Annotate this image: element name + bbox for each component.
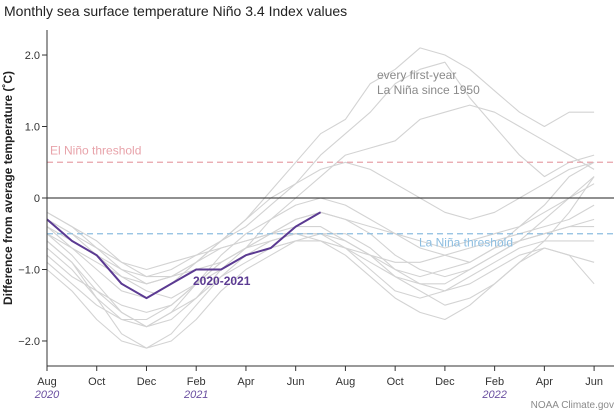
background-series-line-10 bbox=[46, 233, 595, 349]
x-tick-label-10: Feb bbox=[485, 376, 504, 388]
reference-lines-group: El Niño threshold La Niña threshold bbox=[47, 143, 614, 250]
x-tick-label-8: Oct bbox=[387, 376, 404, 388]
highlight-series-group: 2020-2021 bbox=[46, 211, 322, 300]
highlight-series-line bbox=[46, 211, 322, 300]
chart-title: Monthly sea surface temperature Niño 3.4… bbox=[4, 3, 347, 19]
x-year-label-2: 2021 bbox=[183, 389, 208, 401]
x-tick-label-12: Jun bbox=[585, 376, 603, 388]
y-tick-label-4: −1.0 bbox=[18, 264, 40, 276]
la-nina-threshold-label: La Niña threshold bbox=[419, 236, 513, 250]
x-tick-label-2: Oct bbox=[88, 376, 105, 388]
background-series-line-11 bbox=[46, 233, 595, 349]
y-tick-label-2: 1.0 bbox=[25, 122, 40, 134]
x-tick-label-4: Feb bbox=[187, 376, 206, 388]
y-tick-label-5: −2.0 bbox=[18, 336, 40, 348]
x-year-label-1: 2020 bbox=[34, 389, 60, 401]
x-tick-label-1: Aug bbox=[37, 376, 57, 388]
x-tick-label-9: Dec bbox=[435, 376, 455, 388]
y-tick-label-3: 0 bbox=[34, 193, 40, 205]
x-tick-label-7: Aug bbox=[336, 376, 356, 388]
credit-text: NOAA Climate.gov bbox=[531, 400, 614, 410]
x-tick-label-5: Apr bbox=[237, 376, 254, 388]
highlight-series-label: 2020-2021 bbox=[193, 274, 251, 288]
y-tick-label-1: 2.0 bbox=[25, 50, 40, 62]
annotation-line-2: La Niña since 1950 bbox=[377, 83, 480, 97]
x-tick-label-6: Jun bbox=[287, 376, 305, 388]
axes-group: 2.0 1.0 0 −1.0 −2.0 Aug Oct Dec Feb Apr Jun Aug Oct D… bbox=[18, 30, 614, 401]
background-series-line-12 bbox=[46, 204, 595, 278]
background-series-line-1 bbox=[46, 47, 595, 278]
y-axis-label: Difference from average temperature (˚C) bbox=[1, 71, 15, 305]
x-tick-label-11: Apr bbox=[536, 376, 553, 388]
x-year-label-3: 2022 bbox=[481, 389, 506, 401]
x-tick-label-3: Dec bbox=[137, 376, 157, 388]
background-series-line-4 bbox=[46, 161, 595, 299]
el-nino-threshold-label: El Niño threshold bbox=[50, 143, 141, 157]
background-series-line-2 bbox=[46, 61, 595, 271]
background-series-line-9 bbox=[46, 240, 595, 328]
annotation-line-1: every first-year bbox=[377, 68, 456, 82]
